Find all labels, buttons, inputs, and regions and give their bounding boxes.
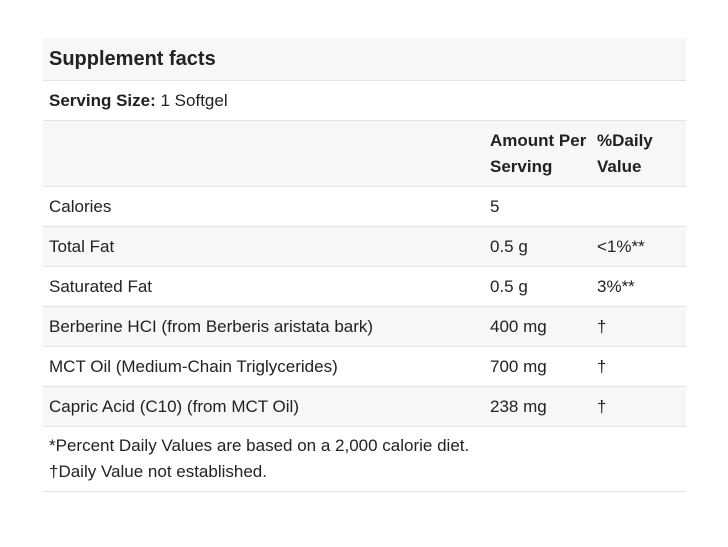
amount: 238 mg: [490, 396, 547, 416]
table-row: Capric Acid (C10) (from MCT Oil) 238 mg †: [43, 387, 686, 427]
title: Supplement facts: [49, 48, 216, 70]
nutrient: Calories: [49, 196, 112, 216]
header-row: Amount Per Serving %Daily Value: [43, 121, 686, 187]
daily-value: †: [597, 356, 607, 376]
title-row: Supplement facts: [43, 38, 686, 81]
table-row: Berberine HCI (from Berberis aristata ba…: [43, 307, 686, 347]
serving-row: Serving Size: 1 Softgel: [43, 81, 686, 121]
serving-size: Serving Size: 1 Softgel: [49, 88, 228, 114]
amount: 5: [490, 196, 500, 216]
serving-value: 1 Softgel: [160, 90, 228, 110]
amount: 0.5 g: [490, 236, 528, 256]
daily-value: †: [597, 396, 607, 416]
table-row: Total Fat 0.5 g <1%**: [43, 227, 686, 267]
supplement-facts: Supplement facts Serving Size: 1 Softgel…: [43, 38, 686, 492]
nutrient: Total Fat: [49, 236, 115, 256]
nutrient: Berberine HCI (from Berberis aristata ba…: [49, 316, 374, 336]
amount: 0.5 g: [490, 276, 528, 296]
daily-value: 3%**: [597, 276, 635, 296]
nutrient: Saturated Fat: [49, 276, 153, 296]
amount-header: Amount Per Serving: [490, 130, 587, 176]
amount: 700 mg: [490, 356, 547, 376]
nutrient: MCT Oil (Medium-Chain Triglycerides): [49, 356, 338, 376]
daily-header: %Daily Value: [597, 130, 653, 176]
rows: Calories 5 Total Fat 0.5 g <1%** Saturated Fa…: [43, 187, 686, 427]
table-row: Saturated Fat 0.5 g 3%**: [43, 267, 686, 307]
daily-value: †: [597, 316, 607, 336]
serving-label: Serving Size:: [49, 90, 156, 110]
daily-value: <1%**: [597, 236, 645, 256]
nutrient: Capric Acid (C10) (from MCT Oil): [49, 396, 299, 416]
table-row: Calories 5: [43, 187, 686, 227]
footnote: *Percent Daily Values are based on a 2,0…: [49, 436, 470, 455]
footnotes: *Percent Daily Values are based on a 2,0…: [43, 427, 686, 492]
amount: 400 mg: [490, 316, 547, 336]
footnote: †Daily Value not established.: [49, 462, 267, 481]
table-row: MCT Oil (Medium-Chain Triglycerides) 700 …: [43, 347, 686, 387]
